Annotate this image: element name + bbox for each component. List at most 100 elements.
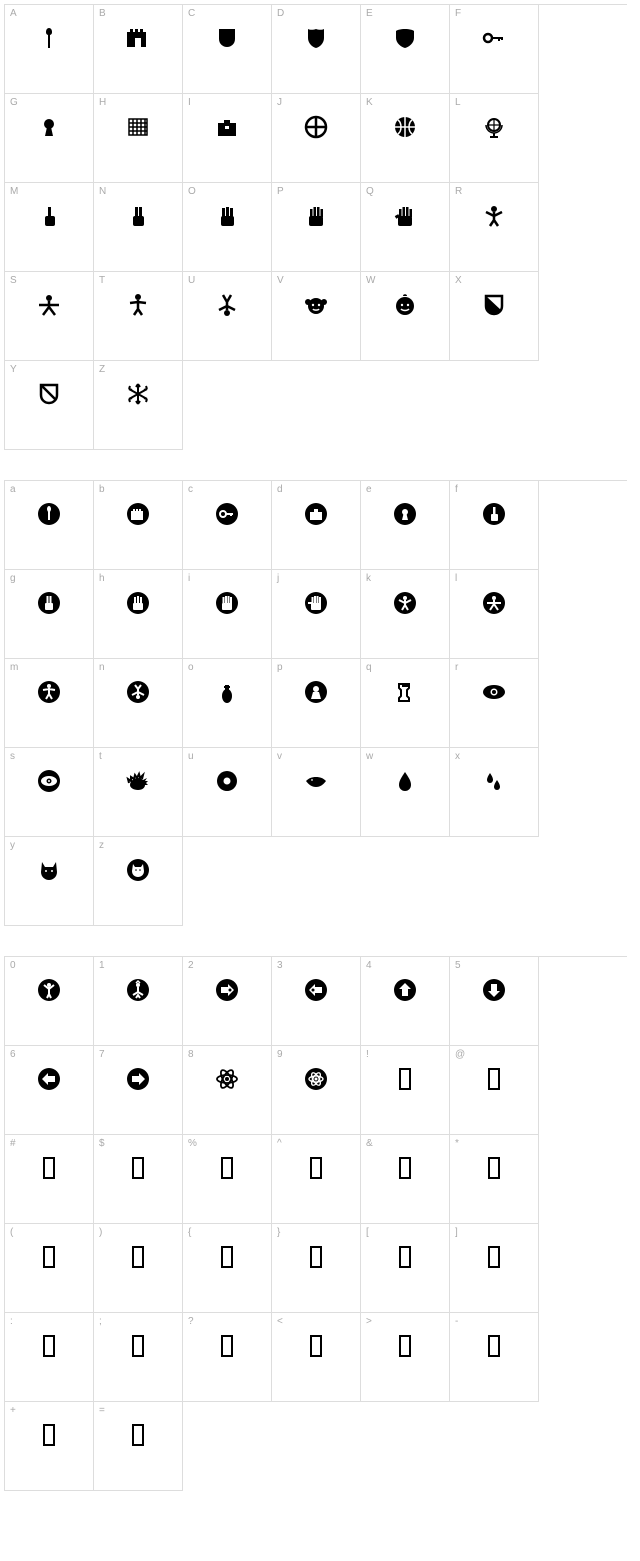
charmap-cell[interactable]: q (361, 659, 450, 748)
charmap-cell[interactable]: J (272, 94, 361, 183)
charmap-cell[interactable]: v (272, 748, 361, 837)
charmap-cell[interactable]: = (94, 1402, 183, 1491)
cell-label: P (277, 186, 284, 197)
charmap-cell[interactable]: B (94, 5, 183, 94)
charmap-cell[interactable]: A (5, 5, 94, 94)
charmap-cell[interactable]: l (450, 570, 539, 659)
charmap-cell[interactable]: + (5, 1402, 94, 1491)
charmap-cell[interactable]: y (5, 837, 94, 926)
badge-icon (391, 24, 419, 52)
charmap-cell[interactable]: E (361, 5, 450, 94)
charmap-cell[interactable]: i (183, 570, 272, 659)
charmap-cell[interactable]: t (94, 748, 183, 837)
charmap-cell[interactable]: I (183, 94, 272, 183)
charmap-cell[interactable]: : (5, 1313, 94, 1402)
charmap-cell[interactable]: M (5, 183, 94, 272)
cell-label: Z (99, 364, 105, 375)
charmap-cell[interactable]: R (450, 183, 539, 272)
charmap-cell[interactable]: 6 (5, 1046, 94, 1135)
charmap-cell[interactable]: d (272, 481, 361, 570)
charmap-cell[interactable]: g (5, 570, 94, 659)
charmap-cell[interactable]: L (450, 94, 539, 183)
charmap-cell[interactable]: b (94, 481, 183, 570)
charmap-cell[interactable]: < (272, 1313, 361, 1402)
charmap-cell[interactable]: ; (94, 1313, 183, 1402)
charmap-cell[interactable]: u (183, 748, 272, 837)
charmap-cell[interactable]: V (272, 272, 361, 361)
missing-glyph-icon (310, 1246, 322, 1268)
charmap-cell[interactable]: o (183, 659, 272, 748)
charmap-cell[interactable]: j (272, 570, 361, 659)
charmap-cell[interactable]: $ (94, 1135, 183, 1224)
charmap-cell[interactable]: G (5, 94, 94, 183)
cell-label: B (99, 8, 106, 19)
charmap-cell[interactable]: & (361, 1135, 450, 1224)
cell-label: D (277, 8, 284, 19)
charmap-cell[interactable]: U (183, 272, 272, 361)
keyhole-icon (35, 113, 63, 141)
charmap-cell[interactable]: X (450, 272, 539, 361)
charmap-cell[interactable]: H (94, 94, 183, 183)
charmap-cell[interactable]: [ (361, 1224, 450, 1313)
charmap-cell[interactable]: Q (361, 183, 450, 272)
charmap-cell[interactable]: 8 (183, 1046, 272, 1135)
charmap-cell[interactable]: 3 (272, 957, 361, 1046)
charmap-cell[interactable]: h (94, 570, 183, 659)
circle-hand2-icon (35, 589, 63, 617)
charmap-cell[interactable]: K (361, 94, 450, 183)
charmap-cell[interactable]: x (450, 748, 539, 837)
charmap-cell[interactable]: ) (94, 1224, 183, 1313)
charmap-cell[interactable]: c (183, 481, 272, 570)
charmap-cell[interactable]: } (272, 1224, 361, 1313)
charmap-cell[interactable]: n (94, 659, 183, 748)
circle-arrow-l1-icon (302, 976, 330, 1004)
charmap-cell[interactable]: C (183, 5, 272, 94)
charmap-cell[interactable]: - (450, 1313, 539, 1402)
hand-two-icon (124, 202, 152, 230)
charmap-cell[interactable]: Z (94, 361, 183, 450)
missing-glyph-icon (399, 1335, 411, 1357)
charmap-cell[interactable]: { (183, 1224, 272, 1313)
charmap-cell[interactable]: 2 (183, 957, 272, 1046)
charmap-cell[interactable]: r (450, 659, 539, 748)
charmap-cell[interactable]: w (361, 748, 450, 837)
cell-label: & (366, 1138, 373, 1149)
charmap-cell[interactable]: e (361, 481, 450, 570)
missing-glyph-icon (488, 1246, 500, 1268)
charmap-cell[interactable]: 0 (5, 957, 94, 1046)
charmap-cell[interactable]: ^ (272, 1135, 361, 1224)
charmap-cell[interactable]: p (272, 659, 361, 748)
charmap-cell[interactable]: 4 (361, 957, 450, 1046)
charmap-cell[interactable]: 5 (450, 957, 539, 1046)
charmap-cell[interactable]: 1 (94, 957, 183, 1046)
charmap-cell[interactable]: % (183, 1135, 272, 1224)
charmap-cell[interactable]: f (450, 481, 539, 570)
charmap-cell[interactable]: N (94, 183, 183, 272)
charmap-cell[interactable]: P (272, 183, 361, 272)
charmap-cell[interactable]: > (361, 1313, 450, 1402)
charmap-cell[interactable]: k (361, 570, 450, 659)
charmap-cell[interactable]: F (450, 5, 539, 94)
charmap-cell[interactable]: Y (5, 361, 94, 450)
charmap-cell[interactable]: S (5, 272, 94, 361)
charmap-cell[interactable]: a (5, 481, 94, 570)
charmap-cell[interactable]: * (450, 1135, 539, 1224)
charmap-cell[interactable]: s (5, 748, 94, 837)
charmap-cell[interactable]: T (94, 272, 183, 361)
charmap-cell[interactable]: ? (183, 1313, 272, 1402)
cell-label: Y (10, 364, 17, 375)
charmap-cell[interactable]: 9 (272, 1046, 361, 1135)
charmap-cell[interactable]: z (94, 837, 183, 926)
charmap-cell[interactable]: D (272, 5, 361, 94)
charmap-cell[interactable]: ( (5, 1224, 94, 1313)
charmap-cell[interactable]: W (361, 272, 450, 361)
charmap-cell[interactable]: ] (450, 1224, 539, 1313)
person-wide-icon (35, 291, 63, 319)
charmap-cell[interactable]: ! (361, 1046, 450, 1135)
charmap-cell[interactable]: O (183, 183, 272, 272)
charmap-cell[interactable]: 7 (94, 1046, 183, 1135)
charmap-cell[interactable]: # (5, 1135, 94, 1224)
cell-label: N (99, 186, 106, 197)
charmap-cell[interactable]: m (5, 659, 94, 748)
charmap-cell[interactable]: @ (450, 1046, 539, 1135)
